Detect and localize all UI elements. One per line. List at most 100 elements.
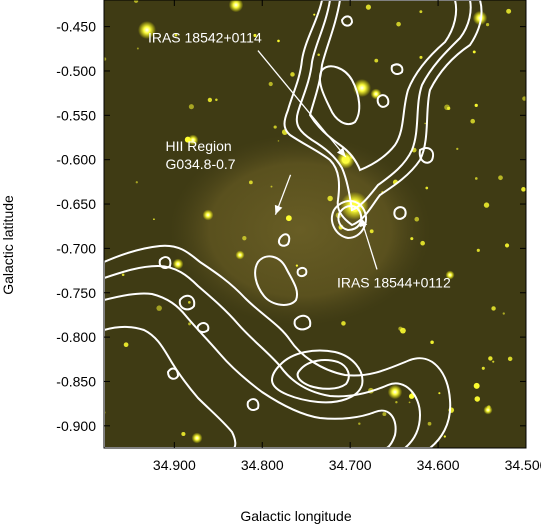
star [521,187,526,192]
bright-star [235,250,245,260]
star [502,312,505,315]
y-tick-label: -0.900 [56,418,96,434]
star [410,237,414,241]
star [408,393,415,399]
star [425,186,429,190]
star [474,103,478,107]
y-tick-label: -0.700 [56,240,96,256]
star [207,97,213,103]
star [268,81,273,87]
star [476,248,480,252]
contour [166,367,180,380]
star [358,422,361,425]
y-tick-label: -0.850 [56,373,96,389]
star [123,342,129,348]
star [504,243,510,248]
star [522,96,526,101]
x-tick-label: 34.500 [505,457,541,473]
annotation-arrow [360,217,378,270]
annotation-label: G034.8-0.7 [166,156,236,172]
contour [296,359,350,390]
star [285,215,292,222]
star [481,366,485,370]
star [419,10,423,14]
star [419,55,423,59]
annotations: IRAS 18542+0114 HII Region G034.8-0.7 IRAS … [148,30,451,291]
star [488,356,493,361]
star [374,58,379,63]
contour [196,322,210,334]
star [470,118,476,124]
star [474,396,481,402]
star [181,431,186,437]
contour [390,63,404,75]
star [215,98,218,102]
annotation-label: IRAS 18544+0112 [337,274,451,290]
star [398,326,403,331]
star [317,53,320,56]
star [420,240,425,246]
star [395,401,398,404]
star [444,104,450,111]
star [327,195,333,202]
bright-star [472,10,488,26]
star [483,202,490,208]
star [248,180,253,185]
y-tick-label: -0.550 [56,107,96,123]
star [408,401,411,404]
star [498,175,503,181]
star [414,216,420,222]
star [135,181,138,184]
star [365,4,372,10]
star [188,104,194,110]
star [396,21,401,27]
star [438,392,441,395]
point-sources [104,0,526,444]
contour [295,0,472,212]
contour [376,94,390,108]
hii-region-emission [170,135,430,325]
plot-frame [103,0,527,449]
star [136,47,139,50]
contour [158,256,172,269]
star [443,435,446,438]
y-axis-label: Galactic latitude [0,195,16,295]
bright-star [483,405,493,415]
y-tick-label: -0.650 [56,196,96,212]
contour [246,398,260,411]
annotation-label: IRAS 18542+0114 [148,30,262,46]
contour [418,147,434,164]
star [382,412,387,417]
bright-star [202,209,214,221]
x-tick-label: 34.800 [241,457,284,473]
contour [278,233,291,247]
contour [337,205,363,232]
contour [270,349,364,404]
annotation-label: HII Region [166,138,232,154]
star [188,301,191,304]
star [277,39,280,43]
star [104,57,107,61]
star [474,177,478,180]
contour [330,200,367,240]
y-tick-label: -0.500 [56,63,96,79]
contour [104,292,397,448]
contour [104,326,237,448]
star [270,185,273,188]
bright-star [191,432,203,444]
star [491,306,496,311]
y-tick-label: -0.600 [56,152,96,168]
bright-star [187,134,199,146]
star [174,33,178,37]
star [456,147,459,150]
image-panel: IRAS 18542+0114 HII Region G034.8-0.7 IRAS … [104,0,526,448]
x-axis-label: Galactic longitude [240,508,352,524]
bright-star [387,384,403,400]
contour [393,206,407,220]
contour [340,15,354,27]
x-axis: 34.900 34.800 34.700 34.600 34.500 [153,0,541,473]
contour [293,314,312,331]
star [472,50,476,54]
bright-star [445,270,455,280]
